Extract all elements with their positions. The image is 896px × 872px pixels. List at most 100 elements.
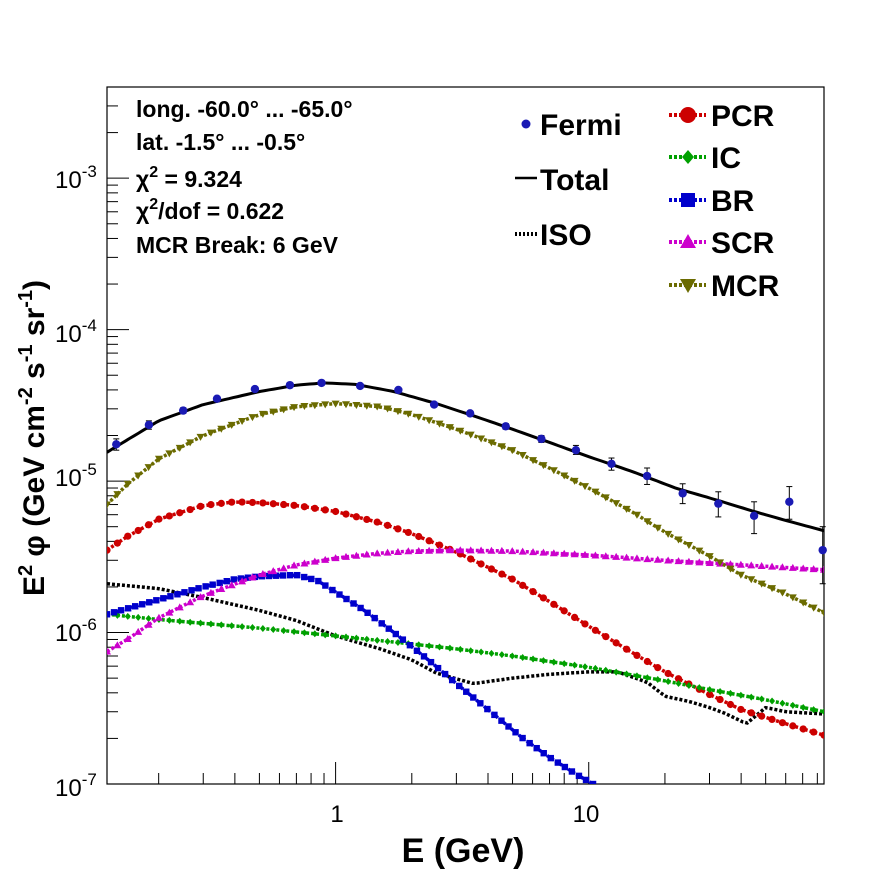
br-marker xyxy=(448,676,456,684)
scr-marker xyxy=(757,562,766,570)
ic-marker xyxy=(301,629,308,637)
fermi-point xyxy=(749,511,759,520)
pcr-marker xyxy=(508,575,516,583)
mcr-marker xyxy=(404,410,413,418)
pcr-marker xyxy=(768,715,776,723)
scr-marker xyxy=(653,555,662,563)
ic-marker xyxy=(457,645,464,653)
br-marker xyxy=(456,682,463,690)
scr-marker xyxy=(799,564,808,572)
scr-marker xyxy=(445,546,454,554)
pcr-marker xyxy=(758,712,766,720)
br-marker xyxy=(244,574,252,581)
br-marker xyxy=(160,595,167,602)
scr-marker xyxy=(643,555,652,563)
br-marker xyxy=(547,754,554,762)
br-marker xyxy=(371,614,378,622)
scr-marker xyxy=(684,557,693,565)
pcr-marker xyxy=(612,639,620,647)
pcr-marker xyxy=(435,541,444,549)
br-marker xyxy=(470,694,477,701)
mcr-marker xyxy=(549,467,558,475)
scr-marker xyxy=(383,548,392,556)
mcr-marker xyxy=(622,505,631,513)
ic-marker xyxy=(769,697,776,705)
mcr-marker xyxy=(809,604,818,612)
scr-marker xyxy=(788,563,797,571)
ic-marker xyxy=(727,689,734,697)
br-marker xyxy=(413,647,421,654)
br-marker xyxy=(167,593,174,600)
br-marker xyxy=(357,604,364,612)
ic-marker xyxy=(540,657,547,665)
pcr-marker xyxy=(560,607,568,615)
mcr-marker xyxy=(393,408,402,416)
pcr-marker xyxy=(498,570,506,578)
scr-marker xyxy=(612,552,621,560)
ic-marker xyxy=(394,639,401,647)
br-marker xyxy=(477,700,484,707)
br-marker xyxy=(392,630,400,638)
y-tick-label-1e-7: 10-7 xyxy=(55,770,97,802)
ic-marker xyxy=(478,648,485,656)
pcr-marker xyxy=(363,515,371,524)
scr-marker xyxy=(570,550,579,558)
mcr-marker xyxy=(788,594,797,602)
pcr-marker xyxy=(155,515,163,523)
mcr-marker xyxy=(456,427,465,435)
scr-marker xyxy=(144,620,153,628)
fermi-point xyxy=(785,497,794,506)
mcr-marker xyxy=(331,400,340,408)
scr-marker xyxy=(238,577,247,585)
y-tick-label-1e-3: 10-3 xyxy=(55,162,97,194)
info-mcr-break: MCR Break: 6 GeV xyxy=(136,232,339,258)
fermi-point xyxy=(714,499,723,508)
br-marker xyxy=(188,587,195,594)
pcr-marker xyxy=(165,512,173,520)
mcr-marker xyxy=(186,439,195,447)
legend-scr: SCR xyxy=(669,227,775,260)
fermi-point xyxy=(537,434,546,444)
br-marker xyxy=(554,759,562,766)
ic-marker xyxy=(135,613,142,621)
mcr-marker xyxy=(695,547,704,555)
pcr-marker xyxy=(622,645,631,653)
pcr-marker xyxy=(467,555,475,563)
scr-marker xyxy=(581,550,589,558)
ic-marker xyxy=(571,661,578,669)
scr-marker xyxy=(175,603,184,611)
mcr-marker xyxy=(165,450,174,458)
ic-marker xyxy=(665,677,672,685)
mcr-marker xyxy=(144,464,153,472)
ic-marker xyxy=(145,614,152,622)
scr-marker xyxy=(705,558,714,566)
br-marker xyxy=(272,572,280,579)
y-tick-labels: 10-7 10-6 10-5 10-4 10-3 xyxy=(55,162,97,802)
legend-ic: IC xyxy=(669,142,741,175)
pcr-marker xyxy=(196,502,205,510)
pcr-marker xyxy=(280,500,288,509)
mcr-marker xyxy=(206,429,215,437)
scr-curve xyxy=(107,548,824,654)
br-marker xyxy=(265,572,273,580)
br-marker xyxy=(107,611,111,618)
pcr-marker xyxy=(311,504,319,512)
pcr-marker xyxy=(487,565,496,573)
legend-scr-label: SCR xyxy=(711,227,775,260)
br-marker xyxy=(146,599,153,606)
x-tick-labels: 1 10 xyxy=(330,801,599,828)
br-marker xyxy=(568,768,576,775)
pcr-marker xyxy=(383,521,392,529)
pcr-marker xyxy=(134,526,142,535)
mcr-marker xyxy=(227,421,236,429)
br-marker xyxy=(293,571,301,579)
mcr-marker xyxy=(768,585,777,593)
br-marker xyxy=(181,589,188,596)
fermi-point xyxy=(179,406,188,415)
scr-marker xyxy=(508,547,517,555)
mcr-marker xyxy=(321,401,330,409)
mcr-marker xyxy=(497,443,506,451)
br-marker xyxy=(131,603,139,610)
br-marker xyxy=(279,572,287,579)
